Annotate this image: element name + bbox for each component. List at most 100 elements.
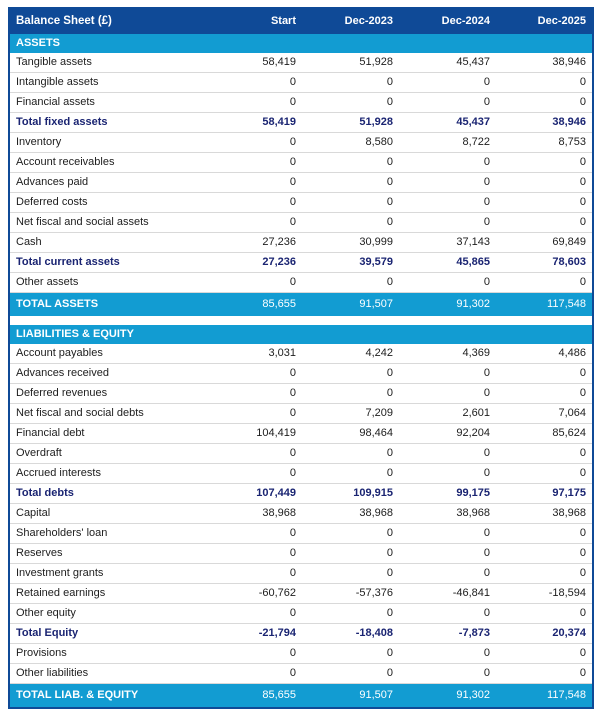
- table-row: Retained earnings -60,762 -57,376 -46,841 -1…: [9, 583, 593, 604]
- cell-value: 85,624: [496, 423, 593, 444]
- cell-value: 0: [302, 272, 399, 293]
- cell-value: -60,762: [205, 583, 302, 604]
- cell-value: -21,794: [205, 623, 302, 644]
- row-label: Total Equity: [9, 623, 205, 644]
- table-header-row: Balance Sheet (£) Start Dec-2023 Dec-202…: [9, 8, 593, 34]
- cell-value: 45,437: [399, 112, 496, 133]
- cell-value: 0: [302, 463, 399, 484]
- row-label: Total debts: [9, 483, 205, 504]
- table-row: Investment grants 0 0 0 0: [9, 563, 593, 584]
- cell-value: 0: [399, 563, 496, 584]
- cell-value: 0: [302, 383, 399, 404]
- cell-value: 0: [399, 543, 496, 564]
- cell-value: 4,369: [399, 344, 496, 364]
- cell-value: 8,580: [302, 132, 399, 153]
- cell-value: 0: [399, 383, 496, 404]
- section-title: ASSETS: [9, 34, 593, 53]
- cell-value: 0: [205, 383, 302, 404]
- cell-value: -18,408: [302, 623, 399, 644]
- section-header-row: LIABILITIES & EQUITY: [9, 325, 593, 344]
- table-row: Financial debt 104,419 98,464 92,204 85,624: [9, 423, 593, 444]
- row-label: Deferred revenues: [9, 383, 205, 404]
- row-label: Inventory: [9, 132, 205, 153]
- cell-value: 38,968: [302, 503, 399, 524]
- cell-value: 0: [302, 543, 399, 564]
- table-row: Capital 38,968 38,968 38,968 38,968: [9, 503, 593, 524]
- table-row: Cash 27,236 30,999 37,143 69,849: [9, 232, 593, 253]
- subtotal-row: Total Equity -21,794 -18,408 -7,873 20,374: [9, 623, 593, 644]
- row-label: Overdraft: [9, 443, 205, 464]
- cell-value: 109,915: [302, 483, 399, 504]
- cell-value: 0: [496, 663, 593, 684]
- table-row: Reserves 0 0 0 0: [9, 543, 593, 564]
- cell-value: 0: [205, 363, 302, 384]
- row-label: Account payables: [9, 344, 205, 364]
- column-header-start: Start: [205, 8, 302, 34]
- row-label: Deferred costs: [9, 192, 205, 213]
- row-label: Net fiscal and social debts: [9, 403, 205, 424]
- cell-value: 45,865: [399, 252, 496, 273]
- row-label: Shareholders' loan: [9, 523, 205, 544]
- cell-value: 0: [302, 643, 399, 664]
- cell-value: 0: [302, 192, 399, 213]
- row-label: TOTAL ASSETS: [9, 292, 205, 316]
- cell-value: 104,419: [205, 423, 302, 444]
- cell-value: 0: [399, 463, 496, 484]
- row-label: Financial assets: [9, 92, 205, 113]
- cell-value: 0: [205, 152, 302, 173]
- cell-value: 0: [205, 603, 302, 624]
- cell-value: 2,601: [399, 403, 496, 424]
- spacer-row: [9, 316, 593, 325]
- cell-value: 38,946: [496, 53, 593, 73]
- cell-value: 0: [496, 272, 593, 293]
- cell-value: -46,841: [399, 583, 496, 604]
- cell-value: 38,968: [399, 503, 496, 524]
- cell-value: 0: [496, 463, 593, 484]
- cell-value: 7,064: [496, 403, 593, 424]
- cell-value: 0: [399, 72, 496, 93]
- cell-value: 0: [302, 603, 399, 624]
- row-label: Provisions: [9, 643, 205, 664]
- row-label: Retained earnings: [9, 583, 205, 604]
- cell-value: 0: [205, 132, 302, 153]
- subtotal-row: Total current assets 27,236 39,579 45,865 78…: [9, 252, 593, 273]
- row-label: Advances received: [9, 363, 205, 384]
- cell-value: -7,873: [399, 623, 496, 644]
- cell-value: 0: [496, 603, 593, 624]
- cell-value: 0: [205, 272, 302, 293]
- cell-value: 97,175: [496, 483, 593, 504]
- cell-value: 91,507: [302, 683, 399, 708]
- cell-value: 20,374: [496, 623, 593, 644]
- cell-value: 0: [399, 152, 496, 173]
- cell-value: 91,507: [302, 292, 399, 316]
- grand-total-row: TOTAL ASSETS 85,655 91,507 91,302 117,548: [9, 292, 593, 316]
- cell-value: 0: [302, 663, 399, 684]
- cell-value: 0: [302, 363, 399, 384]
- row-label: Intangible assets: [9, 72, 205, 93]
- table-row: Advances paid 0 0 0 0: [9, 172, 593, 193]
- cell-value: 0: [205, 643, 302, 664]
- table-row: Intangible assets 0 0 0 0: [9, 72, 593, 93]
- cell-value: 0: [205, 563, 302, 584]
- cell-value: 117,548: [496, 683, 593, 708]
- table-body: ASSETS Tangible assets 58,419 51,928 45,437 3…: [9, 34, 593, 708]
- table-row: Provisions 0 0 0 0: [9, 643, 593, 664]
- cell-value: 27,236: [205, 252, 302, 273]
- row-label: Other liabilities: [9, 663, 205, 684]
- cell-value: 4,242: [302, 344, 399, 364]
- cell-value: 0: [399, 192, 496, 213]
- cell-value: 0: [496, 523, 593, 544]
- subtotal-row: Total debts 107,449 109,915 99,175 97,175: [9, 483, 593, 504]
- row-label: Accrued interests: [9, 463, 205, 484]
- cell-value: 0: [399, 603, 496, 624]
- cell-value: 39,579: [302, 252, 399, 273]
- cell-value: -18,594: [496, 583, 593, 604]
- table-row: Overdraft 0 0 0 0: [9, 443, 593, 464]
- section-title: LIABILITIES & EQUITY: [9, 325, 593, 344]
- cell-value: 0: [205, 92, 302, 113]
- table-row: Deferred costs 0 0 0 0: [9, 192, 593, 213]
- cell-value: -57,376: [302, 583, 399, 604]
- cell-value: 0: [302, 152, 399, 173]
- cell-value: 7,209: [302, 403, 399, 424]
- cell-value: 0: [302, 212, 399, 233]
